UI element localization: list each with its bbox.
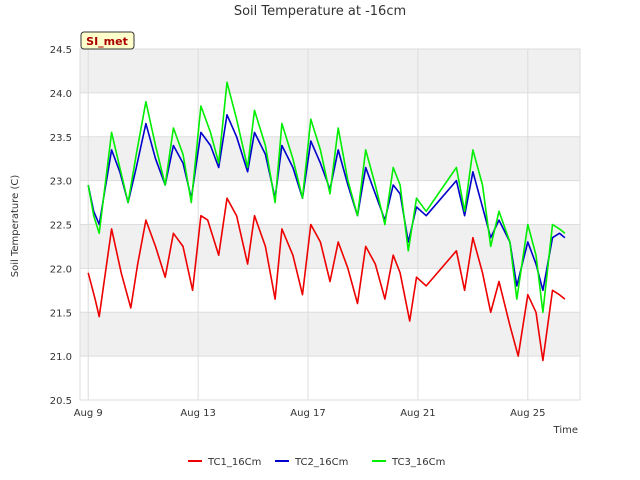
y-tick-labels: 20.5 21.0 21.5 22.0 22.5 23.0 23.5 24.0 24.5 bbox=[50, 45, 72, 407]
grid-band bbox=[80, 224, 580, 269]
legend-label-TC1_16Cm: TC1_16Cm bbox=[207, 457, 261, 468]
station-badge: SI_met bbox=[80, 31, 135, 50]
x-axis-label: Time bbox=[553, 425, 578, 436]
series-line-TC1_16Cm bbox=[87, 197, 566, 362]
series-lines bbox=[87, 81, 566, 362]
station-badge-box bbox=[80, 31, 135, 50]
grid-lines bbox=[79, 48, 581, 401]
grid-band bbox=[80, 136, 580, 181]
x-tick-labels: Aug 9 Aug 13 Aug 17 Aug 21 Aug 25 bbox=[74, 408, 546, 419]
legend-label-TC3_16Cm: TC3_16Cm bbox=[391, 457, 445, 468]
series-line-TC3_16Cm bbox=[87, 81, 566, 314]
x-tick-label: Aug 21 bbox=[400, 408, 435, 419]
y-tick-label: 21.0 bbox=[50, 352, 72, 363]
y-tick-label: 21.5 bbox=[50, 308, 72, 319]
plot-frame bbox=[79, 48, 581, 401]
y-tick-label: 22.0 bbox=[50, 264, 72, 275]
legend: TC1_16Cm TC2_16Cm TC3_16Cm bbox=[188, 457, 445, 468]
grid-band bbox=[80, 49, 580, 93]
y-tick-label: 23.0 bbox=[50, 177, 72, 188]
x-tick-label: Aug 25 bbox=[510, 408, 545, 419]
station-badge-label: SI_met bbox=[86, 35, 128, 48]
y-tick-label: 24.0 bbox=[50, 89, 72, 100]
y-tick-label: 22.5 bbox=[50, 221, 72, 232]
x-tick-label: Aug 13 bbox=[180, 408, 215, 419]
legend-label-TC2_16Cm: TC2_16Cm bbox=[294, 457, 348, 468]
y-tick-label: 24.5 bbox=[50, 45, 72, 56]
chart-title: Soil Temperature at -16cm bbox=[234, 4, 406, 19]
x-tick-label: Aug 17 bbox=[290, 408, 325, 419]
y-tick-label: 20.5 bbox=[50, 396, 72, 407]
y-axis-label: Soil Temperature (C) bbox=[10, 175, 21, 278]
x-tick-label: Aug 9 bbox=[74, 408, 103, 419]
y-tick-label: 23.5 bbox=[50, 133, 72, 144]
grid-band bbox=[80, 312, 580, 357]
